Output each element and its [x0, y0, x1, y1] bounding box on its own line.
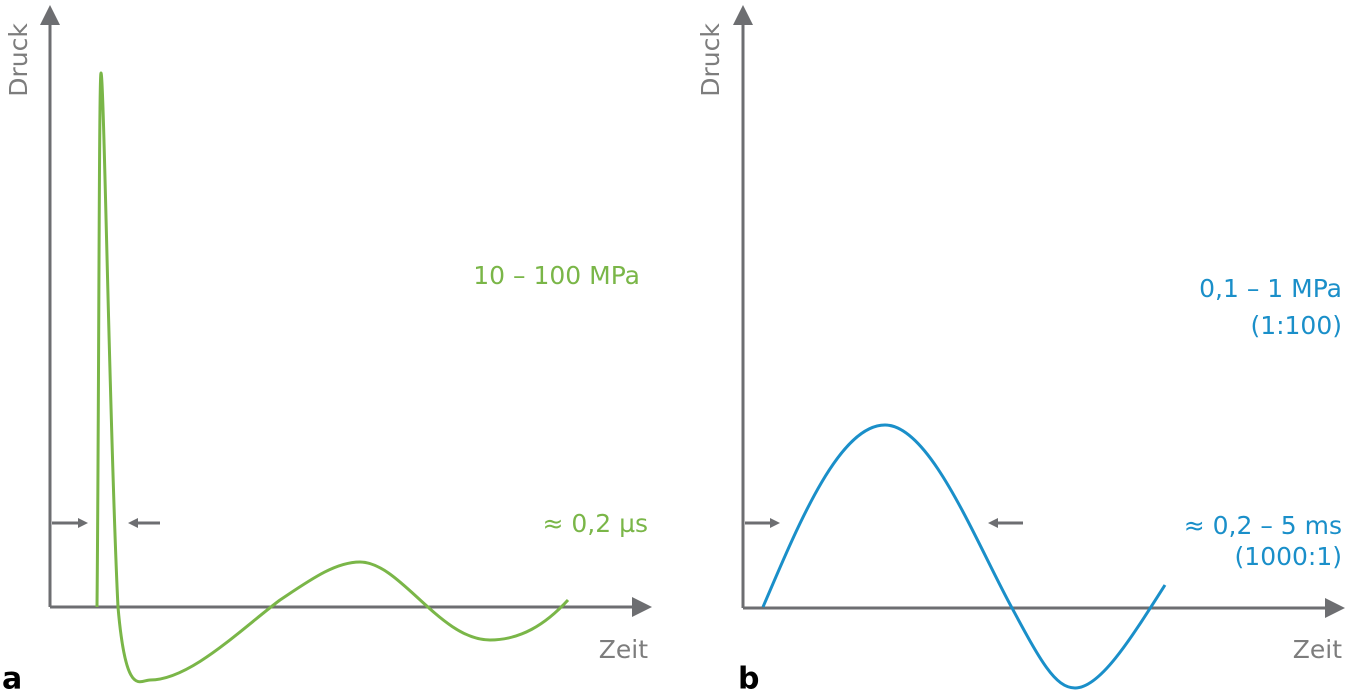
panel-b: Druck Zeit b 0,1 – 1 MPa (1:100) ≈ 0,2 –…	[696, 5, 1345, 697]
arrowhead	[632, 597, 652, 617]
ratio-label: (1:100)	[1250, 311, 1342, 340]
pressure-curve	[95, 71, 570, 684]
duration-label: ≈ 0,2 µs	[542, 509, 648, 538]
panel-a: Druck Zeit a 10 – 100 MPa ≈ 0,2 µs	[2, 5, 652, 697]
duration-label: ≈ 0,2 – 5 ms	[1184, 511, 1342, 540]
panel-letter: b	[738, 662, 759, 697]
pressure-label: 10 – 100 MPa	[473, 261, 640, 290]
ratio-label: (1000:1)	[1235, 542, 1342, 571]
pressure-label: 0,1 – 1 MPa	[1199, 274, 1342, 303]
arrowhead	[988, 518, 998, 528]
arrowhead	[770, 518, 780, 528]
arrowhead	[128, 518, 138, 528]
arrowhead	[40, 5, 60, 25]
arrowhead	[1325, 598, 1345, 618]
panel-letter: a	[2, 662, 22, 697]
arrowhead	[78, 518, 88, 528]
x-axis-label: Zeit	[599, 635, 648, 664]
y-axis-label: Druck	[4, 23, 33, 97]
arrowhead	[733, 5, 753, 25]
x-axis-label: Zeit	[1293, 635, 1342, 664]
pressure-curve	[761, 423, 1167, 690]
y-axis-label: Druck	[696, 23, 725, 97]
